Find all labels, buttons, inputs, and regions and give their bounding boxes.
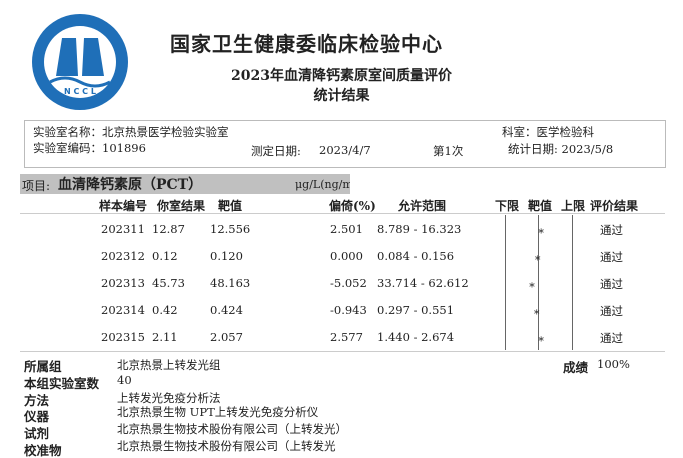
sample-id: 202312 bbox=[101, 249, 145, 263]
allowed-range: 0.084 - 0.156 bbox=[377, 249, 455, 263]
allowed-range: 8.789 - 16.323 bbox=[377, 222, 462, 236]
result-marker: ⁎ bbox=[529, 277, 535, 290]
sample-id: 202314 bbox=[101, 303, 145, 317]
reagent-label: 试剂 bbox=[24, 426, 50, 441]
lab-code: 实验室编码：101896 bbox=[33, 141, 146, 155]
table-bottom-rule bbox=[20, 351, 665, 352]
score-label: 成绩 bbox=[563, 360, 589, 375]
sample-id: 202315 bbox=[101, 330, 145, 344]
method-label: 方法 bbox=[24, 393, 50, 408]
instrument-value: 北京热景生物 UPT上转发光免疫分析仪 bbox=[117, 405, 319, 419]
bias: -0.943 bbox=[330, 303, 367, 317]
your-result: 12.87 bbox=[152, 222, 185, 236]
report-subtitle: 统计结果 bbox=[313, 88, 370, 104]
test-date-label: 测定日期: bbox=[251, 144, 301, 158]
target-value: 48.163 bbox=[210, 276, 251, 290]
count-value: 40 bbox=[117, 373, 132, 387]
target-line bbox=[538, 215, 539, 350]
target-value: 12.556 bbox=[210, 222, 251, 236]
bias: 2.577 bbox=[330, 330, 363, 344]
stat-date: 统计日期: 2023/5/8 bbox=[508, 142, 614, 156]
your-result: 2.11 bbox=[152, 330, 178, 344]
col-lower: 下限 bbox=[495, 199, 520, 213]
evaluation: 通过 bbox=[600, 304, 623, 318]
target-value: 0.424 bbox=[210, 303, 243, 317]
result-marker: ⁎ bbox=[538, 331, 544, 344]
bias: 0.000 bbox=[330, 249, 363, 263]
bias: -5.052 bbox=[330, 276, 367, 290]
allowed-range: 33.714 - 62.612 bbox=[377, 276, 469, 290]
evaluation: 通过 bbox=[600, 250, 623, 264]
round: 第1次 bbox=[433, 144, 464, 158]
allowed-range: 0.297 - 0.551 bbox=[377, 303, 455, 317]
your-result: 45.73 bbox=[152, 276, 185, 290]
lab-name: 实验室名称：北京热景医学检验实验室 bbox=[33, 125, 229, 139]
bias: 2.501 bbox=[330, 222, 363, 236]
item-label: 项目: bbox=[22, 179, 51, 193]
report-title: 2023年血清降钙素原室间质量评价 bbox=[231, 68, 452, 84]
evaluation: 通过 bbox=[600, 277, 623, 291]
col-bias: 偏倚(%) bbox=[329, 199, 376, 213]
evaluation: 通过 bbox=[600, 331, 623, 345]
calibrator-label: 校准物 bbox=[24, 443, 62, 458]
test-date: 2023/4/7 bbox=[319, 143, 371, 157]
col-evaluation: 评价结果 bbox=[590, 199, 639, 213]
evaluation: 通过 bbox=[600, 223, 623, 237]
target-value: 0.120 bbox=[210, 249, 243, 263]
nccl-logo: N C C L bbox=[32, 14, 128, 110]
item-name: 血清降钙素原（PCT） bbox=[58, 177, 203, 193]
group-label: 所属组 bbox=[24, 359, 62, 374]
result-marker: ⁎ bbox=[533, 304, 540, 317]
item-unit: μg/L(ng/m bbox=[295, 178, 350, 191]
method-value: 上转发光免疫分析法 bbox=[117, 391, 221, 405]
group-value: 北京热景上转发光组 bbox=[117, 358, 221, 372]
count-label: 本组实验室数 bbox=[24, 376, 100, 391]
upper-limit-line bbox=[572, 215, 573, 350]
col-sample-id: 样本编号 bbox=[99, 199, 148, 213]
lower-limit-line bbox=[505, 215, 506, 350]
your-result: 0.42 bbox=[152, 303, 178, 317]
instrument-label: 仪器 bbox=[24, 409, 50, 424]
col-range: 允许范围 bbox=[398, 199, 447, 213]
org-title: 国家卫生健康委临床检验中心 bbox=[170, 32, 443, 56]
col-target: 靶值 bbox=[218, 199, 243, 213]
score-value: 100% bbox=[597, 357, 630, 371]
lab-info-box bbox=[24, 120, 666, 168]
svg-text:N C C L: N C C L bbox=[64, 87, 96, 96]
col-upper: 上限 bbox=[561, 199, 586, 213]
col-target-mark: 靶值 bbox=[528, 199, 553, 213]
reagent-value: 北京热景生物技术股份有限公司（上转发光） bbox=[117, 422, 347, 436]
calibrator-value: 北京热景生物技术股份有限公司（上转发光 bbox=[117, 439, 336, 453]
allowed-range: 1.440 - 2.674 bbox=[377, 330, 455, 344]
result-marker: ⁎ bbox=[538, 223, 544, 236]
sample-id: 202313 bbox=[101, 276, 145, 290]
item-band bbox=[20, 174, 350, 194]
result-marker: ⁎ bbox=[535, 250, 541, 263]
col-your-result: 你室结果 bbox=[157, 199, 206, 213]
target-value: 2.057 bbox=[210, 330, 243, 344]
sample-id: 202311 bbox=[101, 222, 145, 236]
your-result: 0.12 bbox=[152, 249, 178, 263]
header-rule bbox=[20, 213, 665, 214]
department: 科室：医学检验科 bbox=[502, 125, 594, 139]
